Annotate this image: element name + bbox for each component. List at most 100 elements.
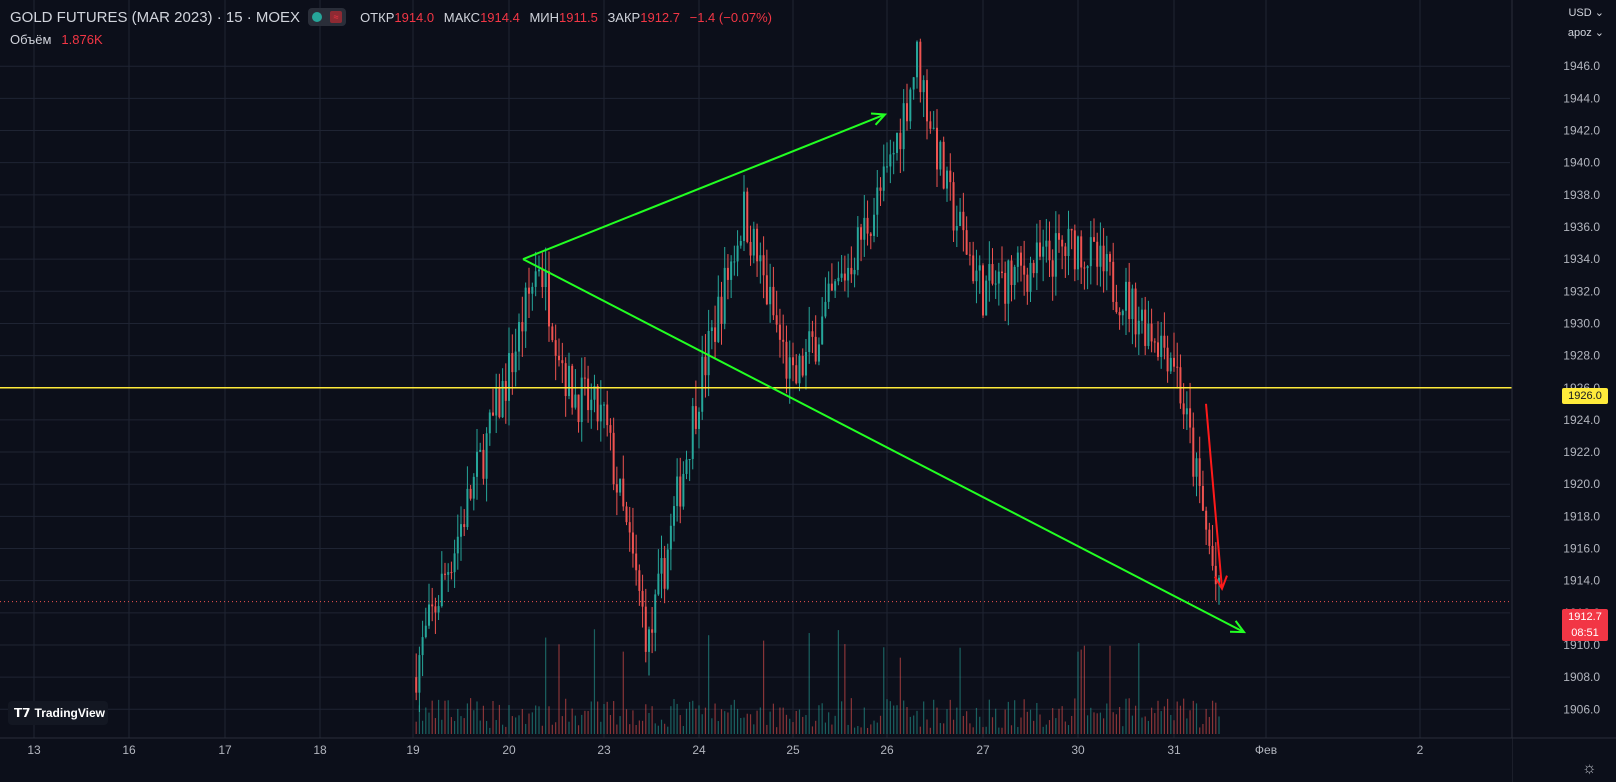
candle-body bbox=[622, 478, 625, 507]
volume-bar bbox=[857, 725, 859, 734]
volume-bar bbox=[956, 707, 958, 734]
volume-bar bbox=[1218, 716, 1220, 734]
volume-bar bbox=[606, 701, 608, 734]
volume-bar bbox=[1160, 711, 1162, 734]
volume-bar bbox=[521, 709, 523, 734]
candle-body bbox=[1102, 245, 1105, 272]
candle-body bbox=[1042, 246, 1045, 257]
volume-bar bbox=[906, 707, 908, 734]
candle-body bbox=[837, 277, 840, 282]
close-label: ЗАКР bbox=[607, 9, 641, 25]
volume-bar bbox=[949, 699, 951, 734]
candle-body bbox=[811, 331, 814, 337]
candle-body bbox=[726, 267, 729, 280]
symbol-title[interactable]: GOLD FUTURES (MAR 2023) · 15 · MOEX bbox=[10, 8, 301, 26]
candle-body bbox=[504, 381, 507, 401]
tradingview-logo[interactable]: 𝗧𝟳 TradingView bbox=[8, 701, 108, 725]
candle-body bbox=[955, 226, 958, 231]
volume-bar bbox=[1112, 712, 1114, 734]
candle-body bbox=[1112, 261, 1115, 302]
candle-body bbox=[788, 357, 791, 379]
volume-bar bbox=[919, 726, 921, 734]
candle-body bbox=[965, 230, 968, 255]
price-tick-label: 1930.0 bbox=[1563, 316, 1600, 330]
volume-bar bbox=[1052, 708, 1054, 734]
volume-bar bbox=[785, 714, 788, 734]
volume-bar bbox=[916, 710, 918, 734]
low-label: МИН bbox=[529, 9, 560, 25]
candle-body bbox=[1029, 262, 1032, 292]
volume-bar bbox=[508, 705, 510, 734]
candle-body bbox=[673, 506, 675, 526]
candle-body bbox=[444, 573, 446, 575]
candle-body bbox=[644, 606, 647, 652]
volume-bar bbox=[1119, 707, 1121, 734]
candle-body bbox=[952, 182, 955, 231]
volume-bar bbox=[909, 716, 911, 734]
time-tick-label: 31 bbox=[1167, 743, 1181, 757]
candle-body bbox=[476, 451, 478, 477]
volume-bar bbox=[795, 710, 797, 734]
candle-body bbox=[685, 459, 688, 474]
volume-bar bbox=[438, 699, 440, 734]
volume-bar bbox=[933, 699, 935, 734]
candle-body bbox=[817, 344, 820, 362]
time-tick-label: 25 bbox=[786, 743, 800, 757]
candle-body bbox=[495, 388, 498, 416]
volume-bar bbox=[828, 712, 830, 734]
volume-bar bbox=[695, 708, 697, 734]
volume-bar bbox=[1202, 723, 1204, 734]
last-price-tag: 1912.7 08:51 bbox=[1562, 609, 1608, 641]
candle-body bbox=[521, 322, 524, 332]
candle-body bbox=[612, 432, 615, 485]
candle-body bbox=[663, 557, 666, 589]
candle-body bbox=[843, 273, 846, 281]
candle-body bbox=[1051, 260, 1054, 277]
volume-value: 1.876K bbox=[61, 32, 103, 47]
candle-body bbox=[1045, 240, 1048, 247]
currency-selector[interactable]: USD ⌄ bbox=[1568, 6, 1604, 19]
volume-bar bbox=[1144, 716, 1146, 734]
volume-bar bbox=[1020, 717, 1022, 734]
unit-selector[interactable]: арoz ⌄ bbox=[1568, 26, 1604, 39]
volume-bar bbox=[431, 700, 433, 734]
visibility-toggle[interactable]: ≈ bbox=[308, 8, 347, 26]
volume-bar bbox=[1087, 715, 1089, 734]
volume-bar bbox=[1186, 718, 1188, 734]
candle-body bbox=[1093, 237, 1095, 242]
candle-body bbox=[978, 265, 981, 271]
candle-body bbox=[1205, 510, 1208, 530]
time-tick-label: 20 bbox=[502, 743, 516, 757]
volume-bar bbox=[645, 704, 647, 734]
price-tick-label: 1946.0 bbox=[1563, 59, 1600, 73]
candle-body bbox=[694, 406, 697, 429]
volume-bar bbox=[1074, 698, 1076, 734]
volume-bar bbox=[966, 711, 968, 734]
candle-body bbox=[939, 141, 942, 170]
price-tick-label: 1906.0 bbox=[1563, 702, 1600, 716]
chevron-down-icon: ⌄ bbox=[1594, 7, 1604, 19]
gear-icon[interactable]: ☼ bbox=[1582, 760, 1597, 777]
volume-bar bbox=[447, 700, 449, 734]
candle-body bbox=[654, 594, 657, 633]
candle-body bbox=[847, 267, 850, 281]
candle-body bbox=[988, 264, 991, 281]
volume-bar bbox=[1189, 710, 1191, 734]
candle-body bbox=[648, 629, 650, 652]
volume-bar bbox=[779, 707, 781, 734]
candle-body bbox=[733, 261, 736, 263]
volume-bar bbox=[638, 720, 640, 734]
candle-body bbox=[1163, 335, 1166, 348]
volume-bar bbox=[571, 708, 573, 734]
volume-bar bbox=[985, 726, 987, 734]
candle-body bbox=[657, 573, 660, 595]
volume-bar bbox=[518, 715, 520, 734]
volume-bar bbox=[434, 718, 436, 734]
candle-body bbox=[1211, 545, 1214, 566]
volume-bar bbox=[1004, 709, 1006, 734]
candle-body bbox=[615, 484, 618, 493]
time-axis-bg bbox=[0, 738, 1512, 782]
volume-bar bbox=[962, 715, 964, 734]
